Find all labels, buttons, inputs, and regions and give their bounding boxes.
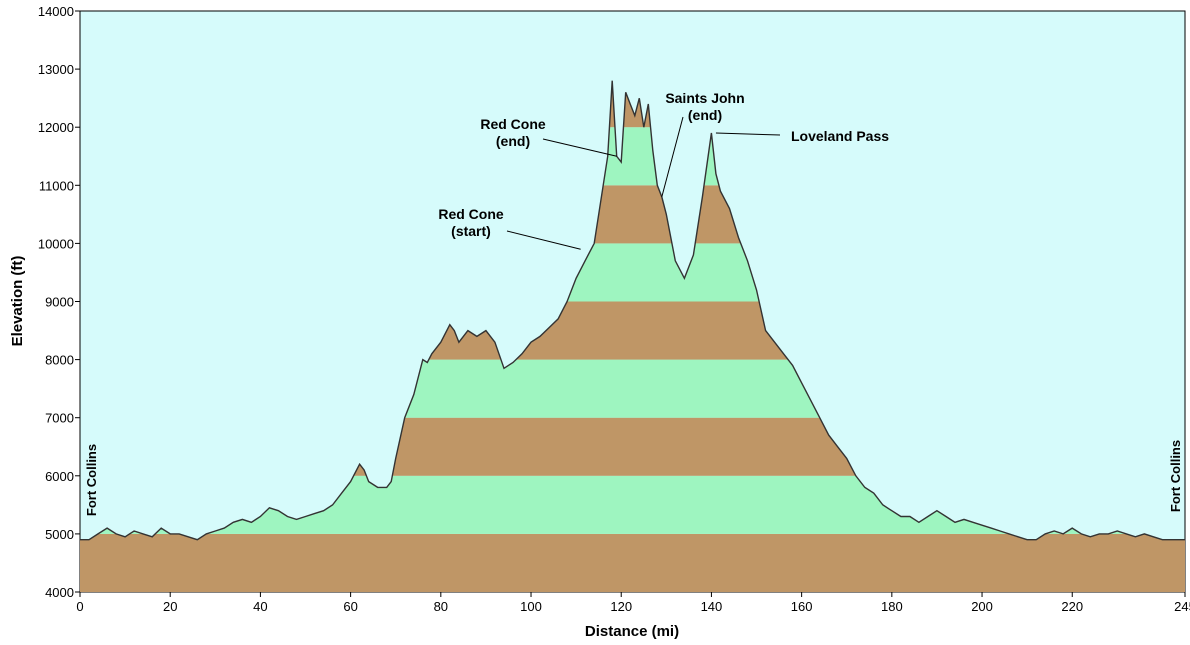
x-tick-label: 140	[701, 599, 723, 614]
elevation-profile-line	[80, 80, 1185, 541]
annotation-label: Loveland Pass	[791, 128, 889, 144]
x-tick-label: 40	[253, 599, 267, 614]
x-tick-label: 200	[971, 599, 993, 614]
end-location-label: Fort Collins	[1168, 440, 1183, 512]
x-tick-label: 160	[791, 599, 813, 614]
y-tick-label: 10000	[38, 236, 74, 251]
annotation-leader-line	[661, 116, 684, 198]
y-tick-label: 7000	[45, 411, 74, 426]
y-tick-label: 13000	[38, 62, 74, 77]
annotation: Loveland Pass	[715, 128, 889, 144]
annotations: Red Cone(start)Red Cone(end)Saints John(…	[438, 90, 889, 250]
annotation: Red Cone(start)	[438, 206, 581, 250]
x-tick-label: 220	[1061, 599, 1083, 614]
annotation-leader-line	[715, 132, 781, 136]
annotation: Red Cone(end)	[480, 116, 617, 157]
annotation-label: Red Cone	[438, 206, 504, 222]
annotation-leader-line	[542, 138, 617, 157]
y-tick-label: 4000	[45, 585, 74, 600]
y-tick-label: 6000	[45, 469, 74, 484]
y-tick-label: 8000	[45, 353, 74, 368]
x-tick-label: 180	[881, 599, 903, 614]
y-tick-label: 12000	[38, 120, 74, 135]
y-tick-label: 9000	[45, 295, 74, 310]
y-tick-label: 14000	[38, 4, 74, 19]
annotation-leader-line	[506, 230, 581, 250]
annotation-label: Saints John	[665, 90, 744, 106]
annotation-sublabel: (end)	[688, 107, 722, 123]
annotation-sublabel: (start)	[451, 223, 491, 239]
elevation-band-4000	[80, 533, 1185, 592]
x-tick-label: 100	[520, 599, 542, 614]
x-axis-title: Distance (mi)	[585, 623, 679, 640]
annotation-sublabel: (end)	[496, 133, 530, 149]
x-tick-label: 245	[1174, 599, 1190, 614]
start-location-label: Fort Collins	[84, 444, 99, 516]
annotation: Saints John(end)	[661, 90, 745, 198]
x-tick-label: 120	[610, 599, 632, 614]
annotation-label: Red Cone	[480, 116, 546, 132]
x-tick-label: 0	[76, 599, 83, 614]
x-tick-label: 80	[434, 599, 448, 614]
axes: 4000 5000 6000 7000 8000 9000 10000 11000 12000 1…	[38, 4, 1190, 614]
x-tick-label: 20	[163, 599, 177, 614]
y-tick-label: 5000	[45, 527, 74, 542]
y-axis-title: Elevation (ft)	[9, 256, 26, 347]
x-tick-label: 60	[343, 599, 357, 614]
y-tick-label: 11000	[39, 178, 74, 193]
